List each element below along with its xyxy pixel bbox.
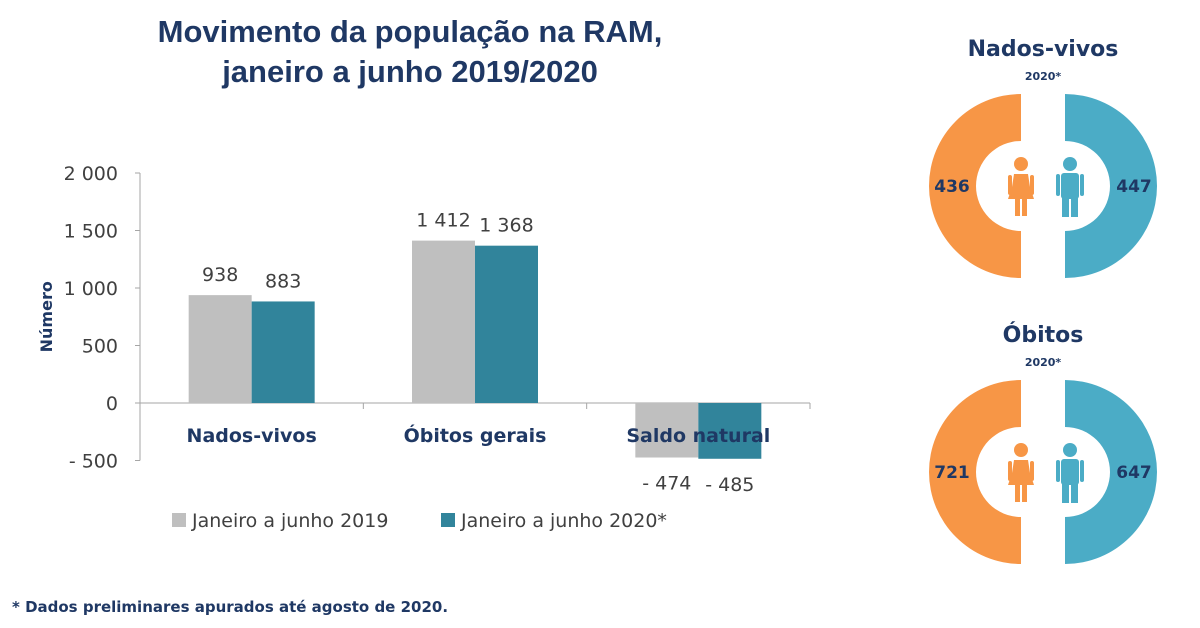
y-tick-label: 1 000 (64, 278, 118, 300)
donut-chart-obitos: Óbitos 2020* 721 647 (929, 322, 1157, 564)
female-icon (1008, 443, 1034, 502)
bar-2019-1 (412, 240, 475, 403)
data-label: 1 368 (479, 215, 533, 237)
y-axis-label: Número (37, 281, 56, 352)
donut-value-female: 721 (934, 463, 970, 483)
data-label: - 485 (705, 474, 754, 496)
donut-slice-male (1065, 380, 1157, 564)
bar-2019-0 (188, 295, 252, 403)
donut-title-nados-vivos: Nados-vivos (968, 37, 1119, 62)
category-label: Saldo natural (626, 425, 770, 447)
donut-title-obitos: Óbitos (1003, 322, 1084, 348)
data-label: 1 412 (416, 210, 470, 232)
y-tick-label: 1 500 (64, 221, 118, 243)
bar-2020-2 (698, 403, 762, 459)
category-label: Óbitos gerais (404, 423, 547, 447)
male-icon (1056, 157, 1084, 217)
legend-label-2019: Janeiro a junho 2019 (191, 510, 388, 532)
donut-value-male: 647 (1116, 463, 1152, 483)
chart-title-line-2: janeiro a junho 2019/2020 (222, 54, 598, 89)
data-label: 938 (202, 264, 238, 286)
data-label: - 474 (642, 473, 691, 495)
donut-subtitle-obitos: 2020* (1025, 356, 1062, 369)
y-tick-label: 0 (106, 393, 118, 415)
footnote: * Dados preliminares apurados até agosto… (12, 598, 449, 616)
y-tick-label: 500 (82, 336, 118, 358)
bar-chart: 2 000 1 500 1 000 500 0 - 500 Número 938 1 412 - … (37, 163, 811, 532)
donut-value-male: 447 (1116, 177, 1152, 197)
bar-2020-0 (251, 301, 315, 403)
chart-title-line-1: Movimento da população na RAM, (157, 14, 663, 49)
legend-swatch-2019 (172, 513, 186, 527)
donut-slice-male (1065, 94, 1157, 278)
category-label: Nados-vivos (187, 425, 317, 447)
data-label: 883 (265, 270, 301, 292)
female-icon (1008, 157, 1034, 216)
y-tick-label: - 500 (69, 451, 118, 473)
legend-label-2020: Janeiro a junho 2020* (460, 510, 667, 532)
donut-value-female: 436 (934, 177, 970, 197)
bar-2019-2 (635, 403, 699, 458)
male-icon (1056, 443, 1084, 503)
donut-slice-female (929, 380, 1021, 564)
bar-2020-1 (475, 245, 538, 403)
donut-chart-nados-vivos: Nados-vivos 2020* 436 447 (929, 37, 1157, 278)
y-tick-label: 2 000 (64, 163, 118, 185)
chart-title: Movimento da população na RAM, janeiro a… (60, 12, 760, 92)
legend-swatch-2020 (441, 513, 455, 527)
donut-slice-female (929, 94, 1021, 278)
donut-subtitle-nados-vivos: 2020* (1025, 70, 1062, 83)
